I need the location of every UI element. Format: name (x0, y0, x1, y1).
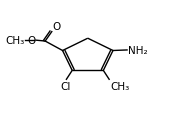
Text: CH₃: CH₃ (5, 36, 24, 46)
Text: O: O (27, 36, 36, 46)
Text: Cl: Cl (60, 81, 71, 91)
Text: CH₃: CH₃ (110, 81, 129, 91)
Text: NH₂: NH₂ (128, 46, 147, 55)
Text: O: O (53, 21, 61, 31)
